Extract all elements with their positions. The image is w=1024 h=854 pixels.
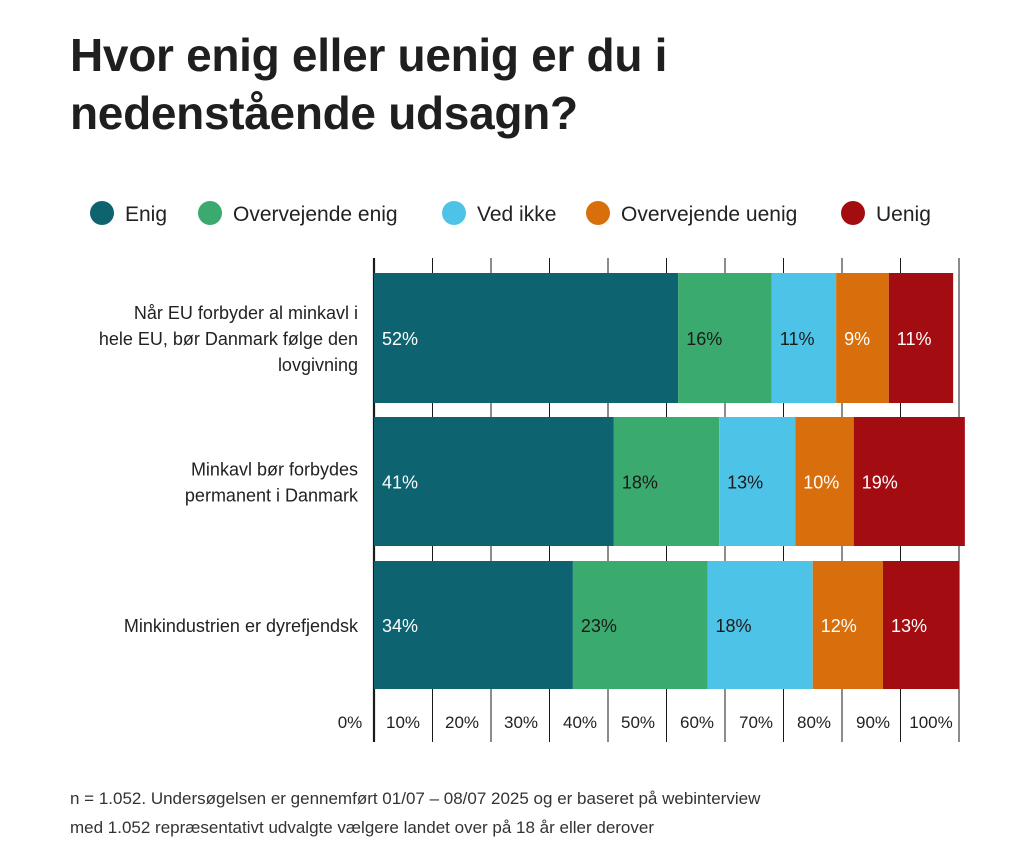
bar-segment — [374, 273, 679, 403]
legend-label: Overvejende enig — [233, 203, 398, 226]
data-label: 13% — [891, 616, 927, 636]
bar-segment — [853, 417, 965, 546]
bar-segment — [888, 273, 954, 403]
bar-segment — [678, 273, 772, 403]
legend: Enig Overvejende enig Ved ikke Overvejende … — [90, 201, 931, 226]
x-tick-label: 10% — [386, 713, 420, 732]
category-label-line: Minkindustrien er dyrefjendsk — [124, 616, 359, 636]
category-label-line: permanent i Danmark — [185, 486, 359, 506]
data-label: 11% — [780, 329, 815, 349]
bar-row: 41% 18% 13% 10% 19% — [374, 417, 965, 546]
bar-segment — [707, 561, 813, 689]
x-tick-label: 30% — [504, 713, 538, 732]
category-labels: Når EU forbyder al minkavl i hele EU, bør… — [99, 303, 359, 636]
bar-row: 52% 16% 11% 9% 11% — [374, 273, 954, 403]
bar-segment — [812, 561, 883, 689]
data-label: 23% — [581, 616, 617, 636]
x-tick-label: 80% — [797, 713, 831, 732]
legend-item: Enig — [90, 201, 167, 226]
bar-segment — [719, 417, 796, 546]
bar-segment — [572, 561, 708, 689]
data-label: 18% — [622, 473, 658, 493]
legend-label: Ved ikke — [477, 203, 556, 226]
x-tick-label: 100% — [909, 713, 952, 732]
footnote-line: med 1.052 repræsentativt udvalgte vælger… — [70, 818, 655, 837]
bar-segment — [771, 273, 837, 403]
x-tick-label: 60% — [680, 713, 714, 732]
legend-swatch — [841, 201, 865, 225]
data-label: 11% — [897, 329, 932, 349]
x-tick-label: 50% — [621, 713, 655, 732]
legend-item: Ved ikke — [442, 201, 556, 226]
x-tick-label: 40% — [563, 713, 597, 732]
legend-swatch — [198, 201, 222, 225]
data-label: 18% — [715, 616, 751, 636]
data-label: 9% — [844, 329, 870, 349]
bar-area: 52% 16% 11% 9% 11% 41% 18% 13% 10% 19% 34% 23% 18% 12… — [374, 273, 965, 689]
category-label: Når EU forbyder al minkavl i hele EU, bør… — [99, 303, 358, 375]
category-label-line: Når EU forbyder al minkavl i — [134, 303, 358, 323]
legend-swatch — [442, 201, 466, 225]
x-axis-tick-labels: 0% 10% 20% 30% 40% 50% 60% 70% 80% 90% 100% — [338, 713, 953, 732]
bar-segment — [795, 417, 854, 546]
category-label-line: lovgivning — [278, 355, 358, 375]
chart-title: Hvor enig eller uenig er du i nedenståen… — [70, 29, 668, 139]
legend-item: Overvejende enig — [198, 201, 398, 226]
category-label-line: hele EU, bør Danmark følge den — [99, 329, 358, 349]
bar-segment — [882, 561, 959, 689]
legend-item: Overvejende uenig — [586, 201, 797, 226]
legend-label: Overvejende uenig — [621, 203, 797, 226]
x-tick-label: 20% — [445, 713, 479, 732]
category-label-line: Minkavl bør forbydes — [191, 460, 358, 480]
legend-label: Uenig — [876, 203, 931, 226]
data-label: 13% — [727, 473, 763, 493]
x-tick-label: 90% — [856, 713, 890, 732]
data-label: 52% — [382, 329, 418, 349]
chart-footnote: n = 1.052. Undersøgelsen er gennemført 0… — [70, 784, 970, 842]
data-label: 10% — [803, 473, 839, 493]
legend-swatch — [586, 201, 610, 225]
data-label: 19% — [862, 473, 898, 493]
bar-row: 34% 23% 18% 12% 13% — [374, 561, 959, 689]
legend-swatch — [90, 201, 114, 225]
data-label: 34% — [382, 616, 418, 636]
bar-segment — [613, 417, 720, 546]
footnote-line: n = 1.052. Undersøgelsen er gennemført 0… — [70, 789, 761, 808]
bar-segment — [374, 417, 614, 546]
legend-item: Uenig — [841, 201, 931, 226]
legend-label: Enig — [125, 203, 167, 226]
data-label: 41% — [382, 473, 418, 493]
x-tick-label: 70% — [739, 713, 773, 732]
bar-segment — [374, 561, 573, 689]
category-label: Minkavl bør forbydes permanent i Danmark — [185, 460, 359, 506]
category-label: Minkindustrien er dyrefjendsk — [124, 616, 359, 636]
x-tick-label: 0% — [338, 713, 363, 732]
bar-segment — [836, 273, 889, 403]
data-label: 16% — [686, 329, 722, 349]
data-label: 12% — [821, 616, 857, 636]
